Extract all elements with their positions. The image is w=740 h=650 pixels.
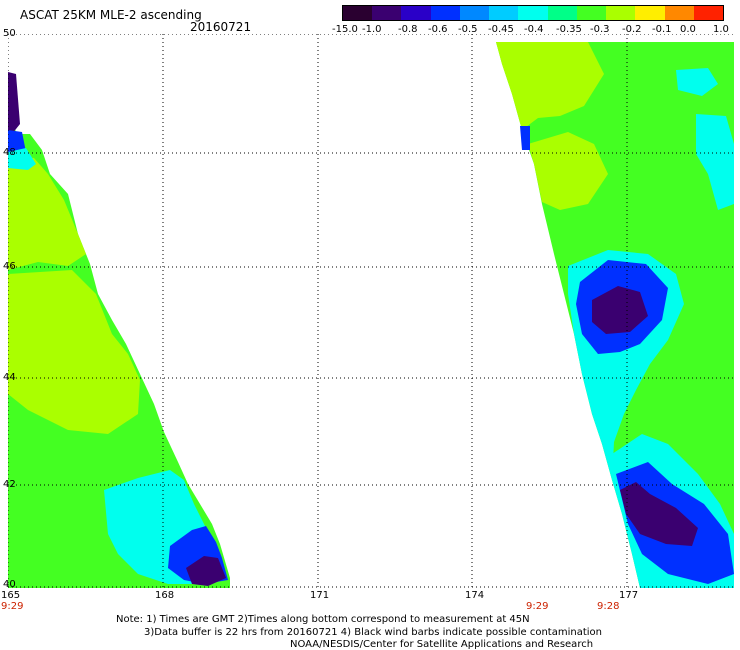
colorbar-label: -0.2 [622, 24, 642, 35]
footnote-line: Note: 1) Times are GMT 2)Times along bot… [116, 614, 530, 625]
colorbar-swatch [430, 6, 460, 20]
colorbar-swatch [401, 6, 431, 20]
time-label: 9:28 [597, 601, 620, 612]
time-label: 9:29 [1, 601, 24, 612]
colorbar-swatch [576, 6, 607, 20]
map-title: ASCAT 25KM MLE-2 ascending [20, 8, 202, 22]
colorbar-swatch [693, 6, 724, 20]
colorbar-swatch [489, 6, 519, 20]
lon-label: 165 [1, 590, 21, 601]
right-swath-cyan-patch [676, 68, 718, 96]
lon-label: 174 [465, 590, 485, 601]
colorbar-label: -0.3 [590, 24, 610, 35]
right-swath-lime-patch [496, 42, 604, 130]
colorbar-label: -0.4 [524, 24, 544, 35]
colorbar [342, 5, 724, 21]
lat-label: 46 [3, 261, 16, 272]
left-swath-lime-patch [8, 270, 140, 434]
colorbar-labels: -15.0 -1.0 -0.8 -0.6 -0.5 -0.45 -0.4 -0.… [330, 24, 740, 38]
scatterometer-map [8, 34, 734, 588]
footnote-line: NOAA/NESDIS/Center for Satellite Applica… [290, 639, 594, 650]
lat-lon-grid [8, 34, 734, 588]
left-swath-lime-patch [8, 154, 86, 270]
lat-label: 50 [3, 28, 16, 39]
colorbar-swatch [635, 6, 665, 20]
colorbar-label: 0.0 [680, 24, 696, 35]
right-swath-dark-patch [592, 286, 648, 334]
colorbar-swatch [547, 6, 577, 20]
lat-label: 48 [3, 147, 16, 158]
colorbar-label: 1.0 [713, 24, 729, 35]
left-swath-dark-patch [8, 72, 20, 134]
lat-label: 44 [3, 372, 16, 383]
right-swath-lime-patch [528, 132, 608, 210]
colorbar-swatch [606, 6, 636, 20]
right-swath-dark-patch [620, 482, 698, 546]
lat-label: 42 [3, 479, 16, 490]
colorbar-label: -0.6 [428, 24, 448, 35]
colorbar-swatch [372, 6, 402, 20]
lon-label: 177 [619, 590, 639, 601]
right-swath-blue-patch [520, 126, 530, 150]
colorbar-swatch [664, 6, 694, 20]
colorbar-label: -0.5 [458, 24, 478, 35]
colorbar-swatch [518, 6, 548, 20]
left-swath-dark-patch [186, 556, 226, 586]
map-date: 20160721 [190, 20, 252, 34]
footnote-line: 3)Data buffer is 22 hrs from 20160721 4)… [144, 627, 602, 638]
right-swath-cyan-patch [696, 114, 734, 210]
colorbar-label: -1.0 [362, 24, 382, 35]
colorbar-label: -0.1 [652, 24, 672, 35]
colorbar-label: -0.45 [488, 24, 514, 35]
lon-label: 168 [155, 590, 175, 601]
lon-label: 171 [310, 590, 330, 601]
colorbar-label: -15.0 [332, 24, 358, 35]
colorbar-label: -0.8 [398, 24, 418, 35]
colorbar-swatch [343, 6, 373, 20]
lat-label: 40 [3, 579, 16, 590]
colorbar-swatch [459, 6, 490, 20]
time-label: 9:29 [526, 601, 549, 612]
colorbar-label: -0.35 [556, 24, 582, 35]
